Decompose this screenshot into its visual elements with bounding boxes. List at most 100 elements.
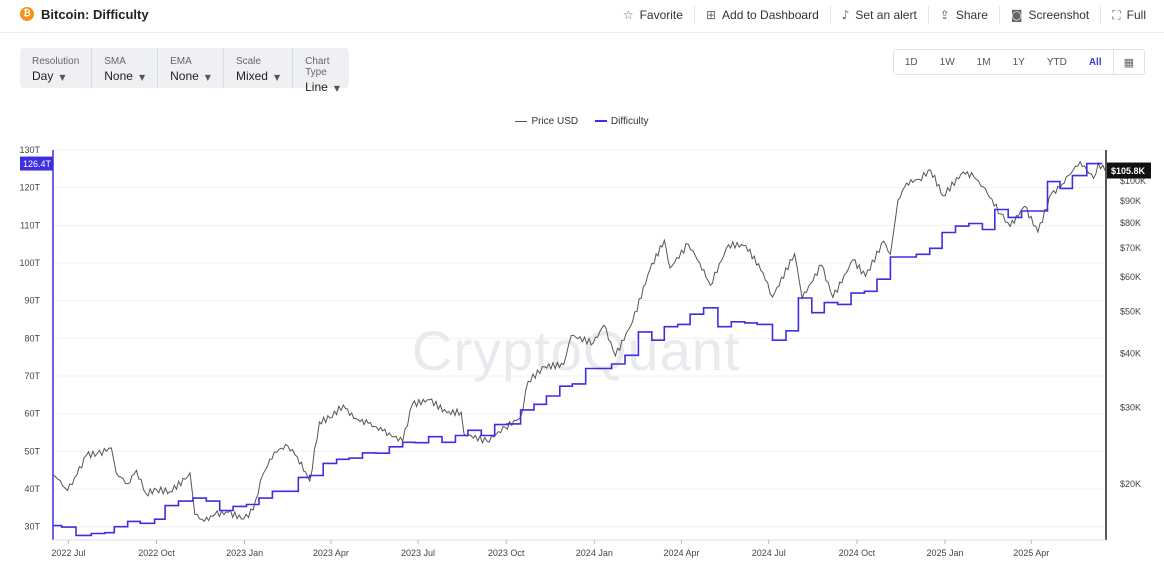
legend-item-difficulty[interactable]: Difficulty <box>594 115 649 127</box>
caret-down-icon: ▼ <box>59 73 66 82</box>
caret-down-icon: ▼ <box>333 84 340 93</box>
left-tick-label: 30T <box>24 522 40 532</box>
chart-type-label: Chart Type <box>305 56 330 78</box>
scale-label: Scale <box>235 56 261 67</box>
left-tick-label: 110T <box>20 220 40 230</box>
chart-legend: Price USD Difficulty <box>0 114 1164 127</box>
left-tick-label: 130T <box>19 145 40 155</box>
x-tick-label: 2022 Jul <box>51 548 85 558</box>
legend-label-difficulty: Difficulty <box>610 115 649 127</box>
x-tick-label: 2024 Oct <box>839 548 876 558</box>
share-label: Share <box>955 8 988 22</box>
scale-value: Mixed <box>235 69 268 83</box>
resolution-select[interactable]: Resolution Day ▼ <box>20 48 93 88</box>
right-tick-label: $100K <box>1120 176 1146 186</box>
price-usd-line <box>52 160 1106 522</box>
star-icon: ☆ <box>622 8 634 22</box>
left-tick-label: 40T <box>24 484 40 494</box>
right-tick-label: $70K <box>1120 243 1141 253</box>
range-1m-button[interactable]: 1M <box>976 56 991 68</box>
right-tick-label: $40K <box>1120 348 1141 358</box>
dashboard-add-icon: ⊞ <box>705 8 717 22</box>
right-tick-label: $80K <box>1120 218 1141 228</box>
x-tick-label: 2023 Jul <box>401 548 435 558</box>
range-all-button[interactable]: All <box>1088 56 1102 68</box>
resolution-value: Day <box>32 69 54 83</box>
add-to-dashboard-button[interactable]: ⊞ Add to Dashboard <box>695 6 831 24</box>
sma-value: None <box>104 69 133 83</box>
chart-type-select[interactable]: Chart Type Line ▼ <box>293 48 352 94</box>
left-axis: 30T 40T 50T 60T 70T 80T 90T 100T 110T 120T 130T <box>19 145 54 540</box>
chart-controls: Resolution Day ▼ SMA None ▼ EMA None ▼ Scale Mi… <box>20 48 352 94</box>
grid-lines <box>53 149 1105 528</box>
add-to-dashboard-label: Add to Dashboard <box>722 8 819 22</box>
bell-icon: ♪ <box>841 8 850 22</box>
legend-swatch-difficulty <box>594 120 607 122</box>
fullscreen-label: Full <box>1126 8 1146 22</box>
right-tick-label: $60K <box>1120 272 1141 282</box>
ema-select[interactable]: EMA None ▼ <box>158 48 224 88</box>
left-tick-label: 80T <box>24 333 40 343</box>
price-value-badge <box>1107 162 1151 179</box>
ema-label: EMA <box>170 56 192 67</box>
chart-area: 30T 40T 50T 60T 70T 80T 90T 100T 110T 120T 130T $2… <box>19 145 1151 558</box>
x-tick-label: 2023 Jan <box>226 548 263 558</box>
sma-label: SMA <box>104 56 126 67</box>
difficulty-line <box>53 162 1103 537</box>
favorite-button[interactable]: ☆ Favorite <box>612 6 695 24</box>
header-actions: ☆ Favorite ⊞ Add to Dashboard ♪ Set an aler… <box>612 0 1164 30</box>
x-tick-label: 2024 Jan <box>576 548 613 558</box>
screenshot-button[interactable]: ◙ Screenshot <box>1000 6 1102 24</box>
range-ytd-button[interactable]: YTD <box>1046 56 1067 68</box>
left-tick-label: 60T <box>24 409 40 419</box>
camera-icon: ◙ <box>1010 8 1023 22</box>
watermark: CryptoQuant <box>412 319 741 382</box>
set-alert-button[interactable]: ♪ Set an alert <box>831 6 929 24</box>
caret-down-icon: ▼ <box>273 73 281 82</box>
top-bar: ₿ Bitcoin: Difficulty ☆ Favorite ⊞ Add to … <box>0 0 1164 33</box>
legend-item-price[interactable]: Price USD <box>515 116 578 127</box>
fullscreen-icon: ⛶ <box>1112 7 1121 22</box>
range-1y-button[interactable]: 1Y <box>1012 56 1025 68</box>
page-title: Bitcoin: Difficulty <box>41 7 149 22</box>
series-layer <box>52 160 1106 537</box>
ema-value: None <box>170 69 199 83</box>
left-tick-label: 70T <box>24 371 40 381</box>
range-1w-button[interactable]: 1W <box>939 56 955 68</box>
right-tick-label: $30K <box>1120 403 1141 413</box>
range-1d-button[interactable]: 1D <box>904 56 918 68</box>
screenshot-label: Screenshot <box>1028 8 1090 22</box>
value-badges: 126.4T $105.8K <box>20 156 1151 179</box>
x-tick-label: 2025 Apr <box>1013 548 1049 558</box>
fullscreen-button[interactable]: ⛶ Full <box>1101 6 1164 24</box>
set-alert-label: Set an alert <box>855 8 917 22</box>
favorite-label: Favorite <box>639 8 683 22</box>
left-tick-label: 90T <box>24 296 40 306</box>
range-selector: 1D 1W 1M 1Y YTD All ▦ <box>892 49 1145 75</box>
right-axis: $20K $30K $40K $50K $60K $70K $80K $90K $100K <box>1105 150 1146 540</box>
bitcoin-icon: ₿ <box>20 7 34 21</box>
caret-down-icon: ▼ <box>138 73 146 82</box>
difficulty-value-badge <box>20 156 53 171</box>
x-tick-label: 2022 Oct <box>138 548 175 558</box>
x-tick-label: 2023 Apr <box>313 548 349 558</box>
resolution-label: Resolution <box>32 56 80 67</box>
calendar-icon[interactable]: ▦ <box>1112 50 1144 74</box>
left-tick-label: 100T <box>19 258 40 268</box>
x-tick-label: 2024 Jul <box>752 548 786 558</box>
left-tick-label: 120T <box>19 183 40 193</box>
right-tick-label: $20K <box>1120 479 1141 489</box>
legend-label-price: Price USD <box>531 116 579 127</box>
sma-select[interactable]: SMA None ▼ <box>92 48 159 88</box>
x-axis: 2022 Jul 2022 Oct 2023 Jan 2023 Apr 2023 Jul… <box>51 539 1106 558</box>
x-tick-label: 2025 Jan <box>926 548 963 558</box>
difficulty-value-label: 126.4T <box>23 159 52 169</box>
left-tick-label: 50T <box>24 446 40 456</box>
chart-type-value: Line <box>305 80 328 94</box>
caret-down-icon: ▼ <box>204 73 211 82</box>
scale-select[interactable]: Scale Mixed ▼ <box>224 48 294 88</box>
share-icon: ⇪ <box>939 8 950 22</box>
share-button[interactable]: ⇪ Share <box>929 6 1000 24</box>
x-tick-label: 2023 Oct <box>488 548 525 558</box>
price-value-label: $105.8K <box>1111 166 1146 176</box>
